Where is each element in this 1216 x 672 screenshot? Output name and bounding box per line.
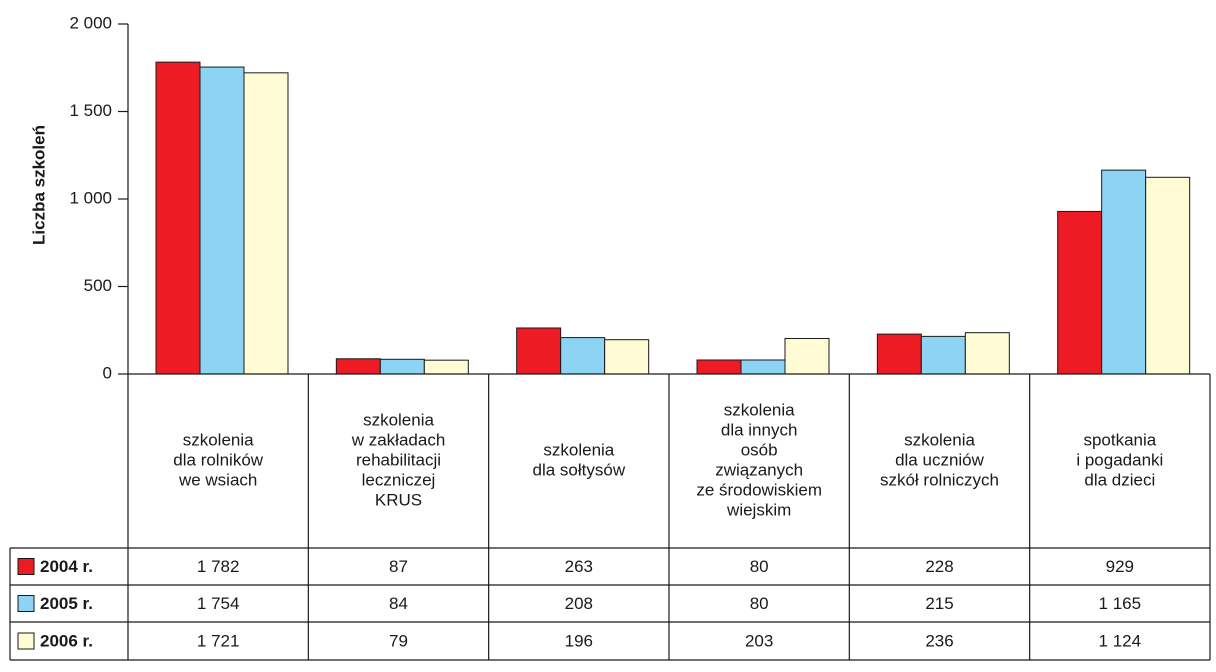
table-value: 1 124 — [1099, 631, 1142, 650]
category-label: leczniczej — [362, 470, 436, 489]
y-tick-label: 500 — [84, 276, 112, 295]
bar — [423, 359, 469, 375]
legend-swatch — [17, 595, 35, 612]
legend-label: 2006 r. — [40, 631, 93, 650]
bar — [740, 359, 786, 375]
table-value: 79 — [389, 631, 408, 650]
bar — [920, 335, 966, 375]
category-label: spotkania — [1083, 430, 1156, 449]
category-label: wiejskim — [726, 500, 791, 519]
table-value: 929 — [1106, 557, 1134, 576]
legend-swatch — [17, 632, 35, 650]
bar — [516, 327, 562, 375]
table-value: 1 782 — [197, 557, 240, 576]
table-value: 263 — [565, 557, 593, 576]
legend-label: 2005 r. — [40, 594, 93, 613]
table-value: 84 — [389, 594, 408, 613]
table-value: 1 721 — [197, 631, 240, 650]
bar — [964, 332, 1010, 375]
bar — [604, 339, 650, 375]
bar — [696, 359, 742, 375]
bar — [199, 66, 245, 375]
y-axis-label: Liczba szkoleń — [29, 125, 48, 245]
table-value: 196 — [565, 631, 593, 650]
y-tick-label: 1 500 — [69, 101, 112, 120]
bar — [243, 72, 289, 375]
category-label: dla rolników — [173, 450, 263, 469]
bar — [1101, 169, 1147, 375]
bar — [335, 358, 381, 375]
table-value: 1 165 — [1099, 594, 1142, 613]
y-tick-label: 2 000 — [69, 13, 112, 32]
category-label: szkolenia — [183, 430, 254, 449]
table-value: 215 — [925, 594, 953, 613]
category-label: szkół rolniczych — [880, 470, 999, 489]
table-value: 208 — [565, 594, 593, 613]
category-label: ze środowiskiem — [696, 480, 822, 499]
category-label: szkolenia — [543, 440, 614, 459]
table-value: 80 — [750, 557, 769, 576]
category-label: dla innych — [721, 420, 798, 439]
bar — [784, 337, 830, 375]
table-value: 1 754 — [197, 594, 240, 613]
legend-label: 2004 r. — [40, 557, 93, 576]
category-label: KRUS — [375, 490, 422, 509]
bar — [1145, 176, 1191, 375]
category-label: dla uczniów — [895, 450, 985, 469]
category-label: we wsiach — [178, 470, 257, 489]
category-label: związanych — [715, 460, 803, 479]
category-label: dla sołtysów — [533, 460, 626, 479]
table-value: 236 — [925, 631, 953, 650]
category-label: szkolenia — [363, 410, 434, 429]
table-value: 80 — [750, 594, 769, 613]
y-tick-label: 1 000 — [69, 188, 112, 207]
bar — [1057, 210, 1103, 375]
category-label: osób — [741, 440, 778, 459]
category-label: rehabilitacji — [356, 450, 441, 469]
table-value: 228 — [925, 557, 953, 576]
table-value: 87 — [389, 557, 408, 576]
category-label: w zakładach — [351, 430, 446, 449]
y-tick-label: 0 — [103, 363, 112, 382]
table-value: 203 — [745, 631, 773, 650]
category-label: szkolenia — [904, 430, 975, 449]
category-label: szkolenia — [724, 400, 795, 419]
bar — [155, 61, 201, 375]
legend-swatch — [17, 558, 35, 575]
category-label: dla dzieci — [1084, 470, 1155, 489]
category-label: i pogadanki — [1076, 450, 1163, 469]
bar — [876, 333, 922, 375]
bar — [560, 337, 606, 375]
bar — [379, 358, 425, 375]
